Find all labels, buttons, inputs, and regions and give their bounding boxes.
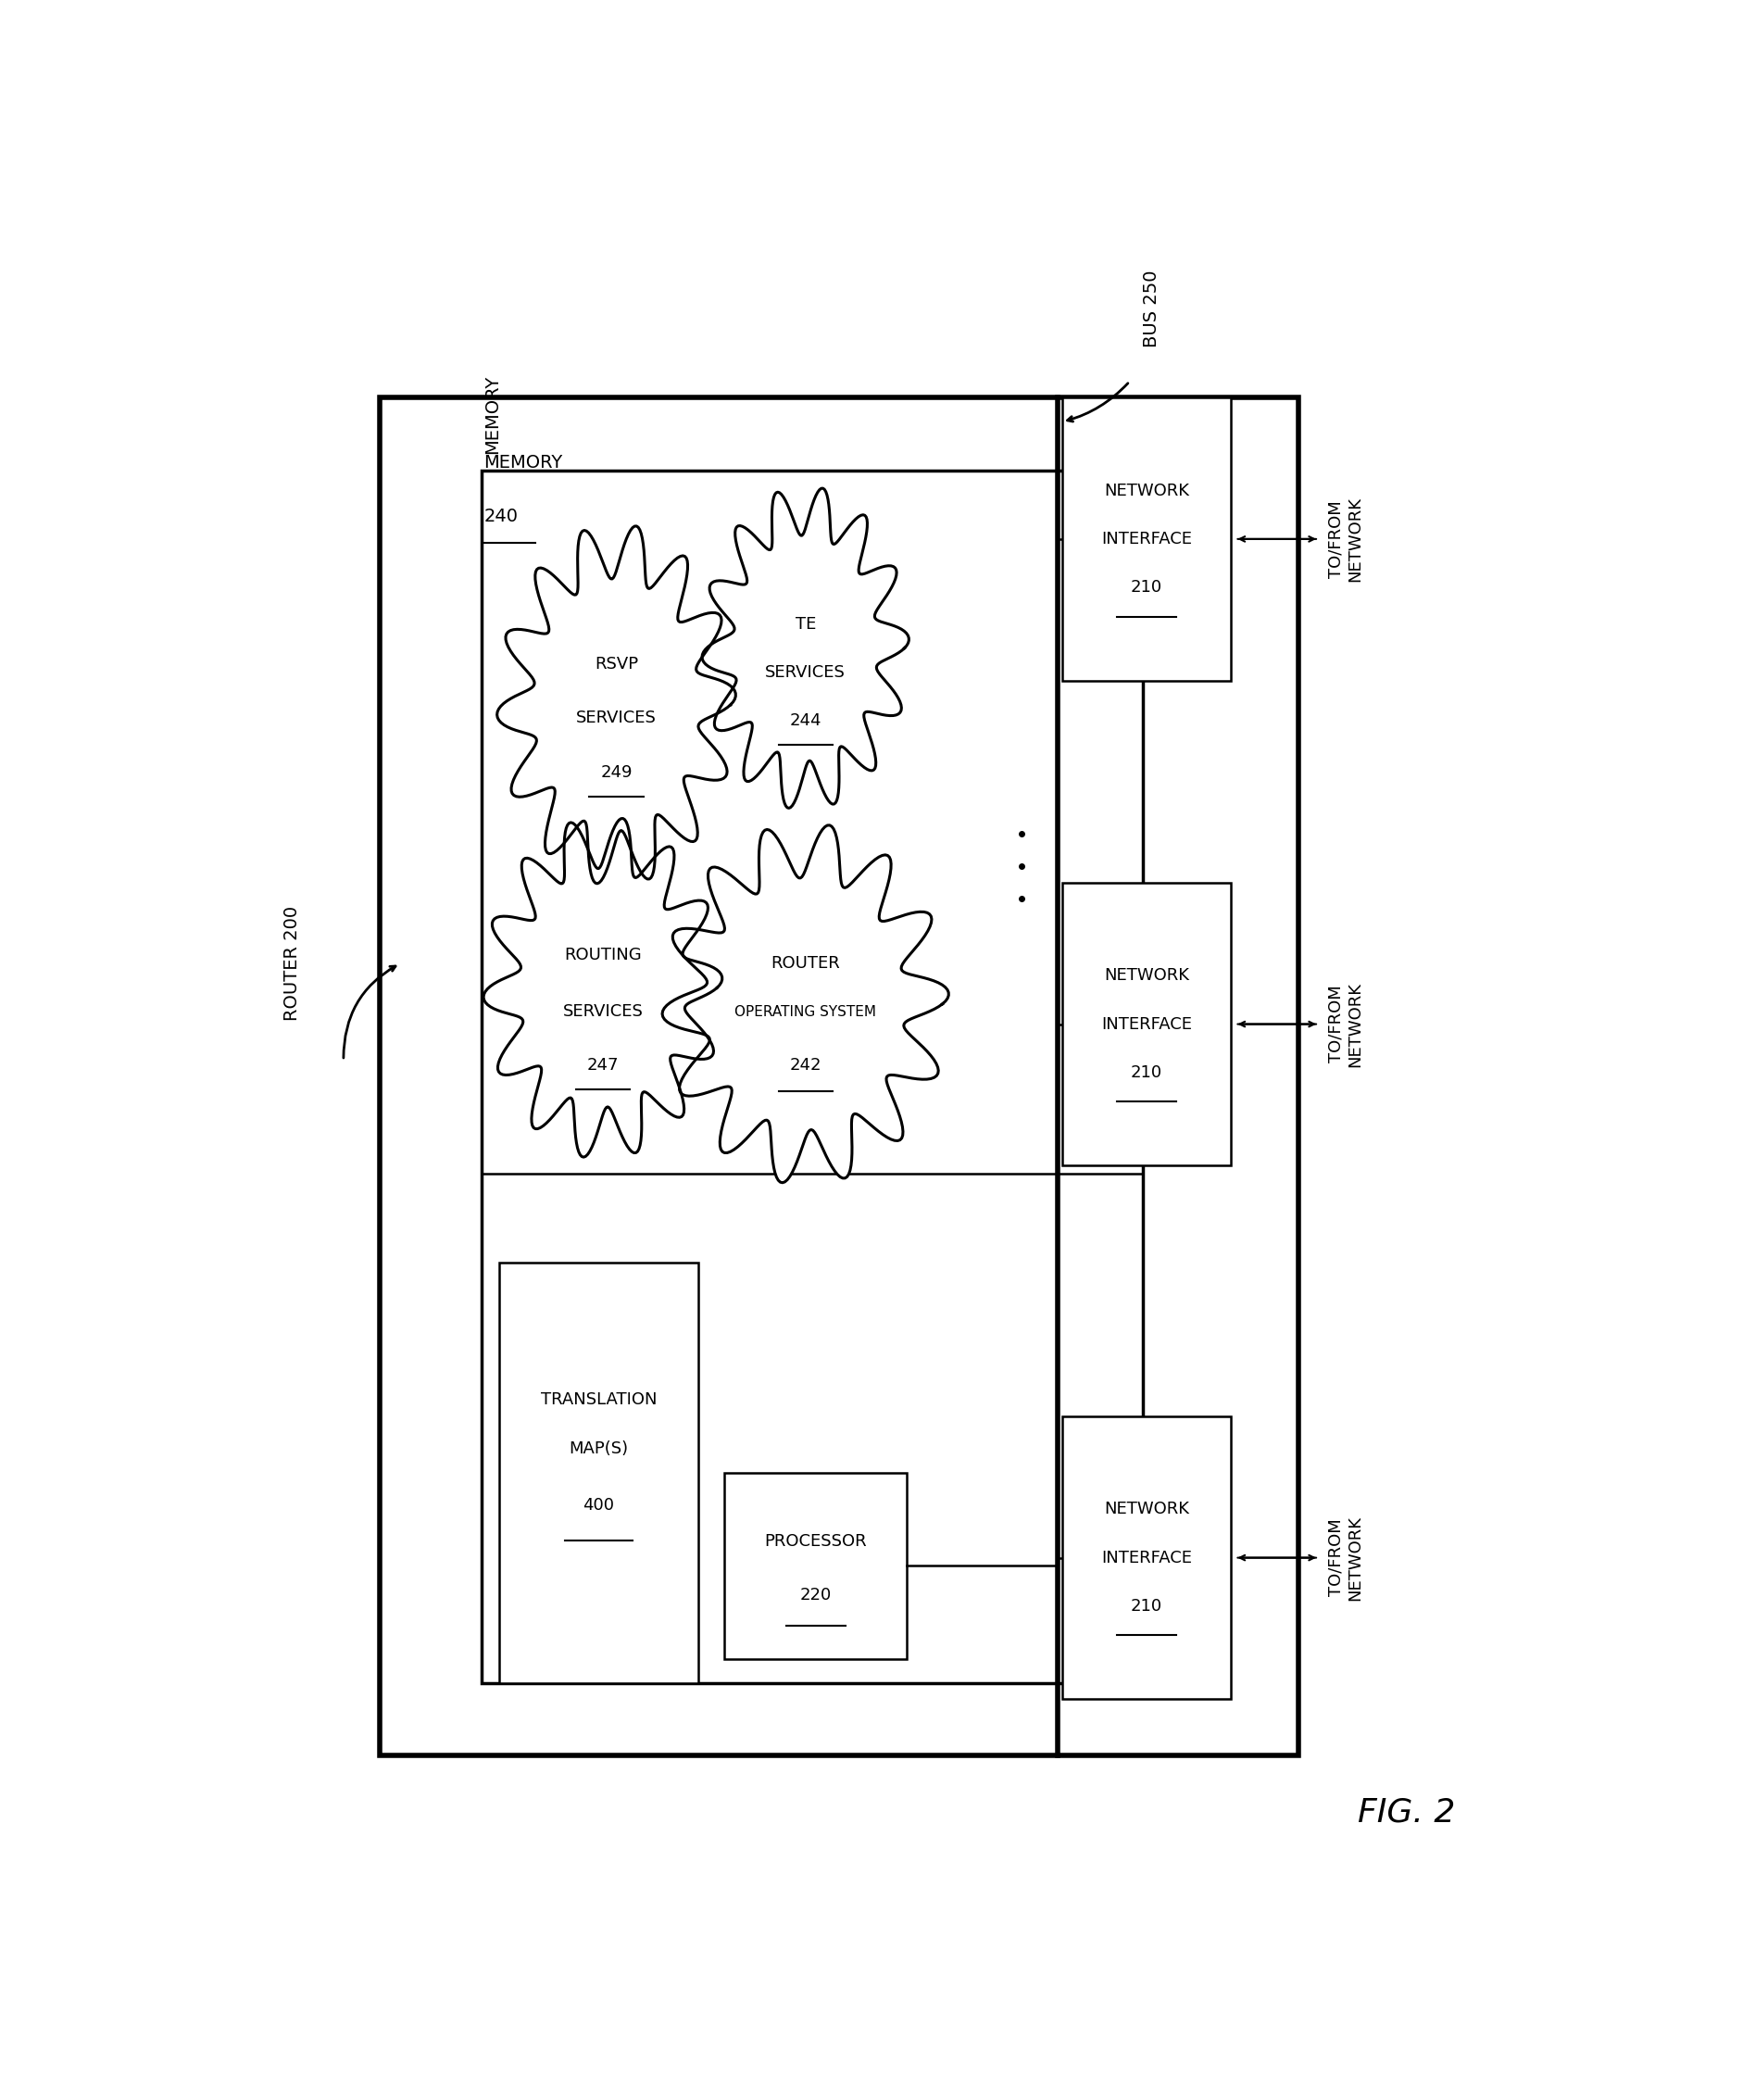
FancyBboxPatch shape	[1061, 1415, 1231, 1699]
Text: TO/FROM
NETWORK: TO/FROM NETWORK	[1328, 496, 1363, 582]
Text: MEMORY: MEMORY	[485, 454, 563, 472]
Text: OPERATING SYSTEM: OPERATING SYSTEM	[734, 1006, 877, 1019]
Text: SERVICES: SERVICES	[563, 1004, 643, 1021]
Text: 240: 240	[485, 508, 518, 525]
FancyBboxPatch shape	[1061, 397, 1231, 680]
Text: NETWORK: NETWORK	[1103, 968, 1189, 985]
Text: SERVICES: SERVICES	[577, 710, 657, 727]
FancyBboxPatch shape	[380, 397, 1299, 1756]
Text: TO/FROM
NETWORK: TO/FROM NETWORK	[1328, 981, 1363, 1067]
Text: ROUTER: ROUTER	[770, 956, 840, 972]
Text: 244: 244	[790, 712, 821, 729]
Polygon shape	[483, 819, 722, 1157]
Text: INTERFACE: INTERFACE	[1102, 531, 1192, 548]
Polygon shape	[662, 825, 948, 1182]
Text: NETWORK: NETWORK	[1103, 483, 1189, 500]
Text: INTERFACE: INTERFACE	[1102, 1550, 1192, 1567]
FancyBboxPatch shape	[481, 470, 1143, 1682]
Text: PROCESSOR: PROCESSOR	[765, 1533, 866, 1550]
Text: 400: 400	[584, 1497, 615, 1514]
Text: BUS 250: BUS 250	[1143, 271, 1161, 346]
Text: MEMORY: MEMORY	[485, 376, 502, 454]
Text: ROUTER 200: ROUTER 200	[284, 905, 302, 1021]
Text: INTERFACE: INTERFACE	[1102, 1016, 1192, 1033]
Text: TE: TE	[795, 615, 816, 632]
FancyBboxPatch shape	[725, 1472, 906, 1659]
Text: 210: 210	[1131, 580, 1163, 596]
Text: 220: 220	[800, 1588, 831, 1602]
FancyBboxPatch shape	[498, 1262, 699, 1682]
Text: FIG. 2: FIG. 2	[1358, 1798, 1455, 1829]
Text: 210: 210	[1131, 1065, 1163, 1082]
Text: SERVICES: SERVICES	[765, 664, 845, 680]
Text: MAP(S): MAP(S)	[570, 1441, 629, 1457]
Text: 247: 247	[587, 1056, 619, 1073]
Text: TRANSLATION: TRANSLATION	[540, 1392, 657, 1409]
Text: RSVP: RSVP	[594, 655, 638, 672]
Polygon shape	[497, 527, 736, 884]
Text: 210: 210	[1131, 1598, 1163, 1615]
Text: ROUTING: ROUTING	[565, 947, 641, 964]
Polygon shape	[702, 489, 908, 809]
Text: TO/FROM
NETWORK: TO/FROM NETWORK	[1328, 1514, 1363, 1600]
FancyBboxPatch shape	[1061, 882, 1231, 1166]
Text: 242: 242	[790, 1056, 821, 1073]
Text: 249: 249	[600, 764, 633, 781]
Text: NETWORK: NETWORK	[1103, 1502, 1189, 1518]
